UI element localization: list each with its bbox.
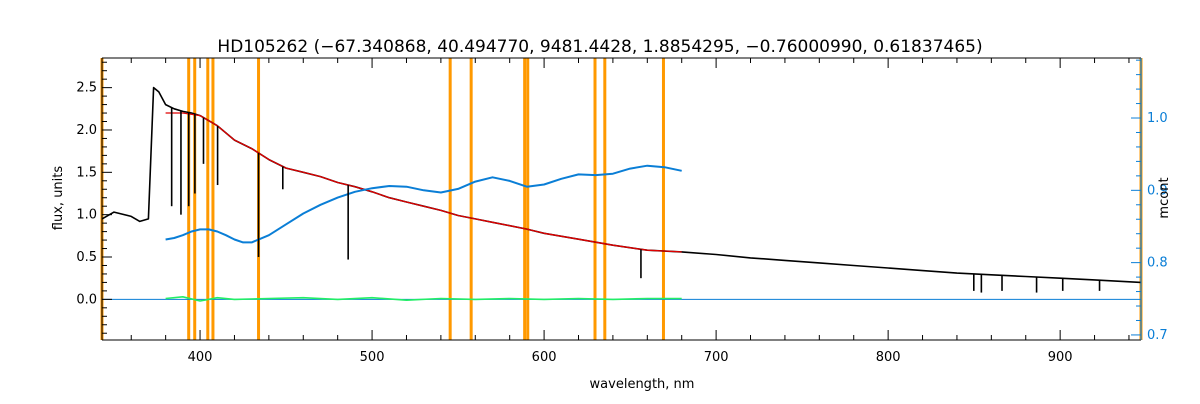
model-fit-line bbox=[165, 112, 682, 253]
y2-tick-label-3: 1.0 bbox=[1147, 111, 1168, 126]
y-tick-label-0: 0.0 bbox=[76, 292, 97, 307]
y-axis-label: flux, units bbox=[51, 166, 66, 231]
y2-axis-label: mcont bbox=[1157, 177, 1172, 218]
x-tick-label-800: 800 bbox=[876, 350, 901, 365]
series-layer bbox=[101, 86, 1142, 302]
y-tick-label-1: 0.5 bbox=[76, 250, 97, 265]
y-tick-label-4: 2.0 bbox=[76, 123, 97, 138]
continuum-line bbox=[165, 164, 682, 244]
y2-tick-label-1: 0.8 bbox=[1147, 256, 1168, 271]
y2-tick-label-2: 0.9 bbox=[1147, 183, 1168, 198]
x-axis-label: wavelength, nm bbox=[590, 377, 695, 392]
y-tick-label-2: 1.0 bbox=[76, 208, 97, 223]
y-tick-label-3: 1.5 bbox=[76, 165, 97, 180]
y2-tick-label-0: 0.7 bbox=[1147, 328, 1168, 343]
y-tick-label-5: 2.5 bbox=[76, 81, 97, 96]
chart-title: HD105262 (−67.340868, 40.494770, 9481.44… bbox=[217, 37, 982, 57]
residuals-line bbox=[165, 295, 682, 302]
axes-layer: 400 500 600 700 800 900 0.0 0.5 1.0 1.5 2.0 2.5 0.7 0… bbox=[76, 57, 1168, 365]
x-tick-label-400: 400 bbox=[188, 350, 213, 365]
x-tick-label-600: 600 bbox=[532, 350, 557, 365]
x-tick-label-500: 500 bbox=[360, 350, 385, 365]
x-tick-label-900: 900 bbox=[1048, 350, 1073, 365]
x-tick-label-700: 700 bbox=[704, 350, 729, 365]
